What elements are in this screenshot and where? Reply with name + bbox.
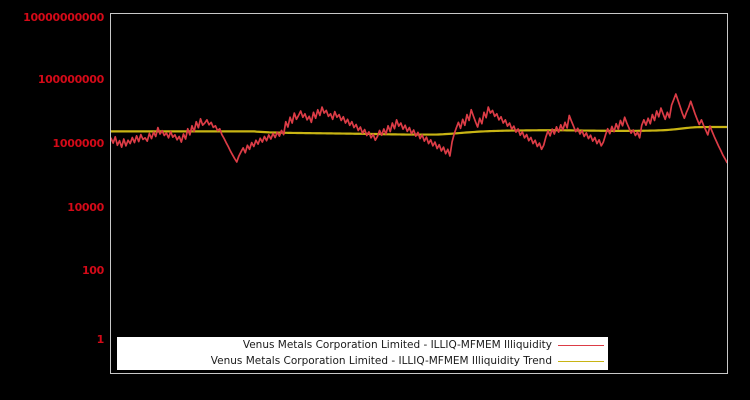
legend-item[interactable]: Venus Metals Corporation Limited - ILLIQ… [117, 337, 608, 353]
y-axis-tick-label: 1 [96, 333, 105, 346]
legend-item[interactable]: Venus Metals Corporation Limited - ILLIQ… [117, 353, 608, 369]
y-axis-tick-label: 100000000 [37, 73, 104, 86]
y-axis-tick-label: 10000 [67, 201, 104, 214]
plot-svg [111, 93, 727, 164]
series-line-path [111, 93, 727, 164]
chart-legend: Venus Metals Corporation Limited - ILLIQ… [117, 337, 608, 370]
legend-item-label: Venus Metals Corporation Limited - ILLIQ… [242, 339, 552, 351]
series-line-swatch-icon [558, 344, 604, 346]
y-axis-tick-label: 100 [81, 264, 104, 277]
y-axis-tick-label: 1000000 [52, 137, 105, 150]
trend-line-swatch-icon [558, 360, 604, 362]
legend-item-label: Venus Metals Corporation Limited - ILLIQ… [210, 355, 552, 367]
plot-area [110, 13, 728, 374]
y-axis-tick-labels: 10000000000 100000000 1000000 10000 100 … [0, 0, 104, 400]
y-axis-tick-label: 10000000000 [23, 11, 104, 24]
